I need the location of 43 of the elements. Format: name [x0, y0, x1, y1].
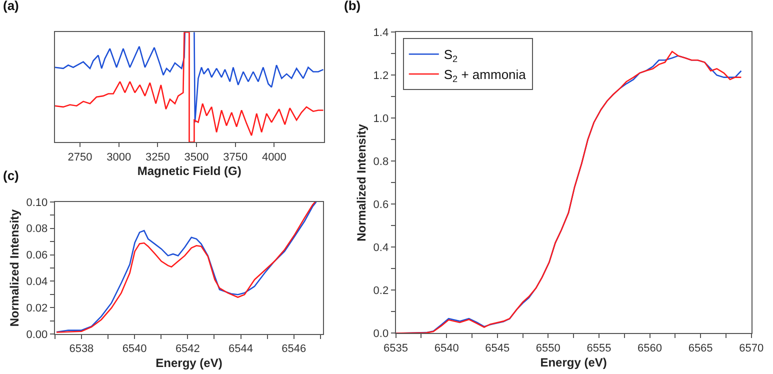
- x-tick-label: 6560: [638, 342, 662, 354]
- y-tick-label: 0.00: [26, 328, 48, 341]
- x-axis-title: Energy (eV): [156, 356, 222, 370]
- y-tick-label: 0.6: [373, 199, 389, 212]
- y-axis-title: Normalized Intensity: [8, 208, 22, 327]
- y-tick-label: 0.2: [373, 285, 389, 298]
- x-tick-label: 3500: [184, 151, 209, 164]
- y-tick-label: 0.8: [373, 156, 389, 168]
- x-tick-label: 6570: [739, 342, 764, 354]
- x-tick-label: 6555: [586, 342, 612, 354]
- chart-title: (c): [3, 168, 19, 183]
- y-tick-label: 0.02: [26, 302, 48, 314]
- x-tick-label: 6535: [384, 342, 408, 354]
- x-tick-label: 6540: [434, 342, 459, 354]
- y-tick-label: 1.4: [373, 27, 389, 40]
- x-axis-title: Energy (eV): [540, 355, 607, 370]
- x-tick-label: 4000: [262, 151, 286, 164]
- x-tick-label: 6550: [536, 342, 560, 354]
- x-tick-label: 6546: [282, 343, 306, 356]
- y-tick-label: 0.0: [373, 328, 389, 340]
- y-tick-label: 0.06: [26, 250, 48, 262]
- legend-label: S$_{2}$ + ammonia: [444, 67, 527, 84]
- legend-label: S$_{2}$: [444, 47, 458, 64]
- y-tick-label: 0.08: [26, 223, 48, 236]
- x-tick-label: 3250: [145, 151, 170, 164]
- x-tick-label: 3750: [223, 151, 248, 164]
- y-tick-label: 0.4: [373, 242, 389, 254]
- x-tick-label: 3000: [106, 151, 132, 164]
- y-axis-title: Normalized Intensity: [354, 124, 369, 242]
- x-tick-label: 2750: [68, 151, 92, 164]
- x-axis-title: Magnetic Field (G): [137, 164, 242, 178]
- x-tick-label: 6538: [69, 343, 94, 356]
- y-tick-label: 1.2: [373, 70, 389, 82]
- x-tick-label: 6545: [485, 342, 510, 354]
- x-tick-label: 6544: [228, 343, 254, 356]
- x-tick-label: 6542: [175, 343, 200, 356]
- y-tick-label: 0.10: [26, 196, 48, 209]
- x-tick-label: 6540: [122, 343, 147, 356]
- chart-title: (a): [3, 0, 19, 13]
- x-tick-label: 6565: [688, 342, 713, 354]
- y-tick-label: 1.0: [373, 113, 389, 126]
- chart-title: (b): [344, 0, 361, 13]
- y-tick-label: 0.04: [26, 276, 48, 288]
